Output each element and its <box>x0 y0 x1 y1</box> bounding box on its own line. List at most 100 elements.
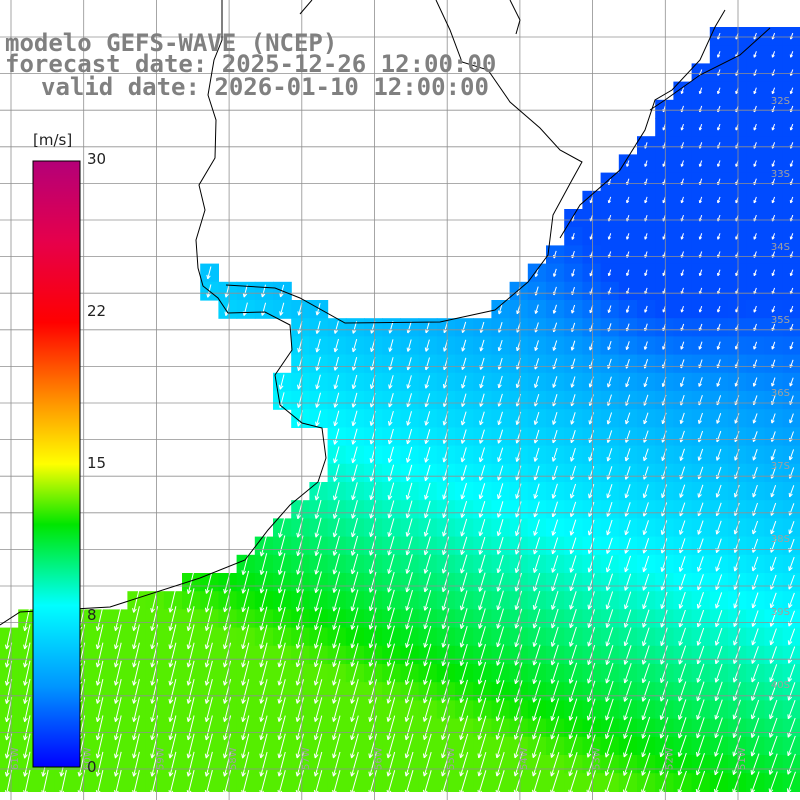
wind-arrow <box>680 269 684 277</box>
wind-arrow <box>789 233 794 240</box>
wind-arrow <box>643 376 649 388</box>
wind-arrow <box>552 304 557 314</box>
wind-arrow <box>626 233 630 240</box>
wind-arrow <box>680 377 685 387</box>
wind-arrow <box>570 376 576 388</box>
wind-arrow <box>589 196 593 204</box>
wind-arrow <box>625 412 631 425</box>
wind-arrow <box>716 377 721 387</box>
colorbar <box>32 160 81 768</box>
wind-arrow <box>534 376 540 388</box>
wind-arrow <box>333 446 340 464</box>
colorbar-tick-0: 0 <box>87 758 97 776</box>
wind-arrow <box>625 305 630 313</box>
wind-arrow <box>753 341 758 350</box>
wind-arrow <box>698 87 703 95</box>
wind-arrow <box>406 411 412 426</box>
wind-arrow <box>716 341 721 350</box>
wind-arrow <box>424 411 431 426</box>
wind-arrow <box>406 339 412 352</box>
wind-arrow <box>680 160 684 167</box>
wind-arrow <box>698 377 703 387</box>
wind-arrow <box>789 123 794 131</box>
wind-arrow <box>571 304 576 314</box>
longitude-label: 56W <box>374 747 385 770</box>
wind-arrow <box>753 305 757 313</box>
wind-arrow <box>680 341 685 350</box>
wind-arrow <box>570 412 576 425</box>
longitude-label: 52W <box>664 747 675 770</box>
wind-arrow <box>351 410 358 427</box>
colorbar-unit: [m/s] <box>33 131 73 149</box>
wind-arrow <box>771 341 776 350</box>
wind-arrow <box>497 339 503 352</box>
wind-arrow <box>717 196 721 204</box>
wind-arrow <box>351 446 358 464</box>
wind-arrow <box>552 340 558 351</box>
wind-arrow <box>644 160 648 167</box>
wind-arrow <box>333 428 340 445</box>
wind-arrow <box>626 160 630 167</box>
wind-arrow <box>552 411 558 425</box>
wind-arrow <box>771 160 776 167</box>
wind-arrow <box>753 269 757 277</box>
wind-arrow <box>534 268 539 278</box>
wind-arrow <box>315 392 321 408</box>
wind-arrow <box>789 196 794 204</box>
wind-arrow <box>570 340 576 351</box>
latitude-label: 38S <box>771 534 790 545</box>
wind-arrow <box>315 410 322 427</box>
wind-arrow <box>533 411 540 425</box>
wind-arrow <box>771 196 776 204</box>
coastline-segment <box>509 0 521 35</box>
wind-arrow <box>553 268 557 277</box>
wind-arrow <box>771 377 776 387</box>
wind-arrow <box>717 233 721 240</box>
wind-arrow <box>333 392 340 408</box>
wind-arrow <box>387 428 394 445</box>
wind-arrow <box>607 376 612 388</box>
latitude-label: 37S <box>771 461 790 472</box>
wind-arrow <box>644 269 648 277</box>
wind-arrow <box>460 411 467 426</box>
wind-arrow <box>716 413 722 424</box>
wind-arrow <box>752 413 758 424</box>
wind-arrow <box>717 51 721 58</box>
wind-arrow <box>789 160 794 167</box>
wind-speed-field <box>0 27 800 792</box>
longitude-label: 53W <box>592 747 603 770</box>
wind-arrow <box>789 305 794 313</box>
wind-arrow <box>278 374 285 390</box>
wind-arrow <box>789 51 794 58</box>
wind-arrow <box>607 340 612 351</box>
wind-arrow <box>644 196 648 204</box>
wind-arrow <box>717 160 721 167</box>
wind-arrow <box>698 341 703 350</box>
wind-arrow <box>461 375 467 389</box>
longitude-label: 54W <box>519 747 530 770</box>
wind-arrow <box>606 412 613 425</box>
wind-arrow <box>534 340 539 351</box>
wind-arrow <box>717 269 721 277</box>
wind-arrow <box>351 374 358 390</box>
wind-arrow <box>424 429 431 445</box>
wind-arrow <box>753 160 757 167</box>
wind-arrow <box>717 305 721 313</box>
wind-arrow <box>644 233 648 240</box>
wind-arrow <box>698 305 703 313</box>
wind-arrow <box>607 305 612 314</box>
longitude-label: 51W <box>737 747 748 770</box>
wind-arrow <box>789 87 794 95</box>
wind-arrow <box>333 410 340 427</box>
wind-arrow <box>771 233 776 240</box>
wind-arrow <box>753 233 757 240</box>
wind-arrow <box>624 430 631 443</box>
wind-arrow <box>351 428 358 445</box>
wind-arrow <box>607 196 612 204</box>
wind-arrow <box>206 266 212 280</box>
wind-arrow <box>626 269 630 277</box>
wind-arrow <box>315 374 321 390</box>
wind-arrow <box>643 412 649 425</box>
